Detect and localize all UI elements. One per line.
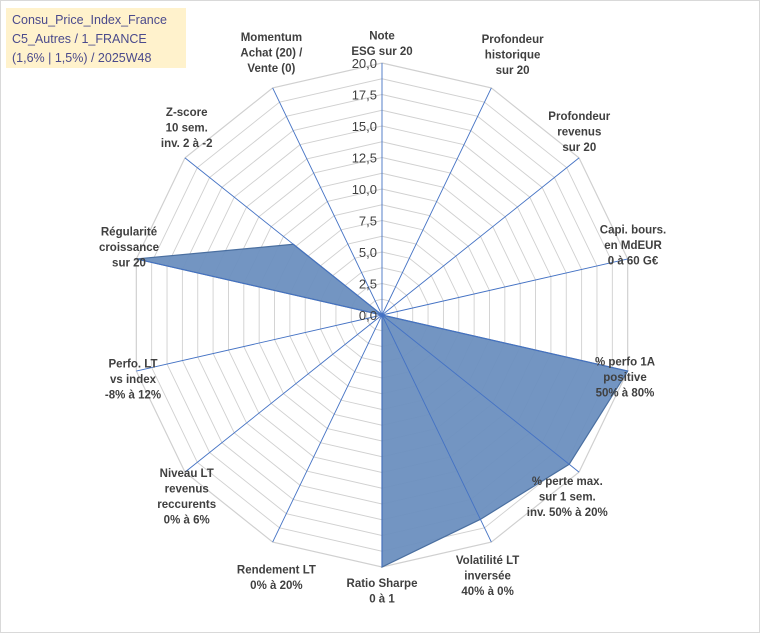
axis-label: croissance xyxy=(99,242,159,254)
radar-tick-labels: 0,0 2,5 5,0 7,5 10,0 12,5 15,0 17,5 20,0 xyxy=(352,56,377,323)
tick-label: 5,0 xyxy=(359,245,377,260)
axis-label: 0% à 20% xyxy=(250,580,302,592)
axis-label: Note xyxy=(369,31,395,43)
axis-label: sur 20 xyxy=(562,142,596,154)
axis-label: positive xyxy=(603,372,646,384)
spoke-axis xyxy=(184,314,383,473)
radar-axis-labels: Note ESG sur 20 Profondeur historique sur 20… xyxy=(99,31,666,606)
axis-label: % perte max. xyxy=(532,476,603,488)
axis-label: 10 sem. xyxy=(166,123,208,135)
spoke-axis xyxy=(381,314,492,543)
axis-label: 0 à 1 xyxy=(369,594,395,606)
spoke-axis xyxy=(272,314,383,543)
axis-label: Profondeur xyxy=(548,111,610,123)
tick-label: 2,5 xyxy=(359,277,377,292)
axis-label: inv. 2 à -2 xyxy=(161,138,213,150)
spoke-axis xyxy=(136,314,383,372)
spoke-axis xyxy=(381,314,628,372)
axis-label: Rendement LT xyxy=(237,565,316,577)
spoke-axis xyxy=(381,314,580,473)
axis-label: Momentum xyxy=(241,32,302,44)
tick-label: 15,0 xyxy=(352,119,377,134)
axis-label: inversée xyxy=(464,571,511,583)
axis-label: Volatilité LT xyxy=(456,555,519,567)
spoke-axis xyxy=(184,157,383,316)
axis-label: en MdEUR xyxy=(604,240,662,252)
tick-label: 0,0 xyxy=(359,308,377,323)
chart-title-line-3: (1,6% | 1,5%) / 2025W48 xyxy=(12,51,152,65)
chart-title-line-1: Consu_Price_Index_France xyxy=(12,13,167,27)
axis-label: Capi. bours. xyxy=(600,225,666,237)
axis-label: -8% à 12% xyxy=(105,389,161,401)
axis-label: inv. 50% à 20% xyxy=(527,507,608,519)
axis-label: historique xyxy=(485,50,541,62)
axis-label: Régularité xyxy=(101,227,157,239)
axis-label: Z-score xyxy=(166,107,208,119)
axis-label: ESG sur 20 xyxy=(351,46,412,58)
spoke-axis xyxy=(272,87,383,316)
axis-label: reccurents xyxy=(157,499,216,511)
axis-label: Perfo. LT xyxy=(109,358,158,370)
tick-label: 17,5 xyxy=(352,88,377,103)
axis-label: sur 1 sem. xyxy=(539,491,596,503)
radar-spokes xyxy=(136,63,628,567)
tick-label: 10,0 xyxy=(352,182,377,197)
tick-label: 7,5 xyxy=(359,214,377,229)
tick-label: 20,0 xyxy=(352,56,377,71)
axis-label: Profondeur xyxy=(482,34,544,46)
axis-label: 0 à 60 G€ xyxy=(608,256,659,268)
axis-label: sur 20 xyxy=(112,258,146,270)
axis-label: Achat (20) / xyxy=(240,48,303,60)
spoke-axis xyxy=(381,258,628,316)
chart-title-line-2: C5_Autres / 1_FRANCE xyxy=(12,32,147,46)
axis-label: Ratio Sharpe xyxy=(347,578,418,590)
tick-label: 12,5 xyxy=(352,151,377,166)
axis-label: Niveau LT xyxy=(160,468,214,480)
axis-label: vs index xyxy=(110,374,157,386)
axis-label: revenus xyxy=(165,484,209,496)
chart-title-box: Consu_Price_Index_France C5_Autres / 1_F… xyxy=(6,8,186,68)
axis-label: 0% à 6% xyxy=(164,515,210,527)
spoke-axis xyxy=(136,258,383,316)
axis-label: sur 20 xyxy=(496,65,530,77)
axis-label: Vente (0) xyxy=(247,63,295,75)
axis-label: 40% à 0% xyxy=(461,586,513,598)
spoke-axis xyxy=(381,157,580,316)
axis-label: revenus xyxy=(557,127,601,139)
axis-label: % perfo 1A xyxy=(595,356,655,368)
spoke-axis xyxy=(381,87,492,316)
axis-label: 50% à 80% xyxy=(596,387,655,399)
